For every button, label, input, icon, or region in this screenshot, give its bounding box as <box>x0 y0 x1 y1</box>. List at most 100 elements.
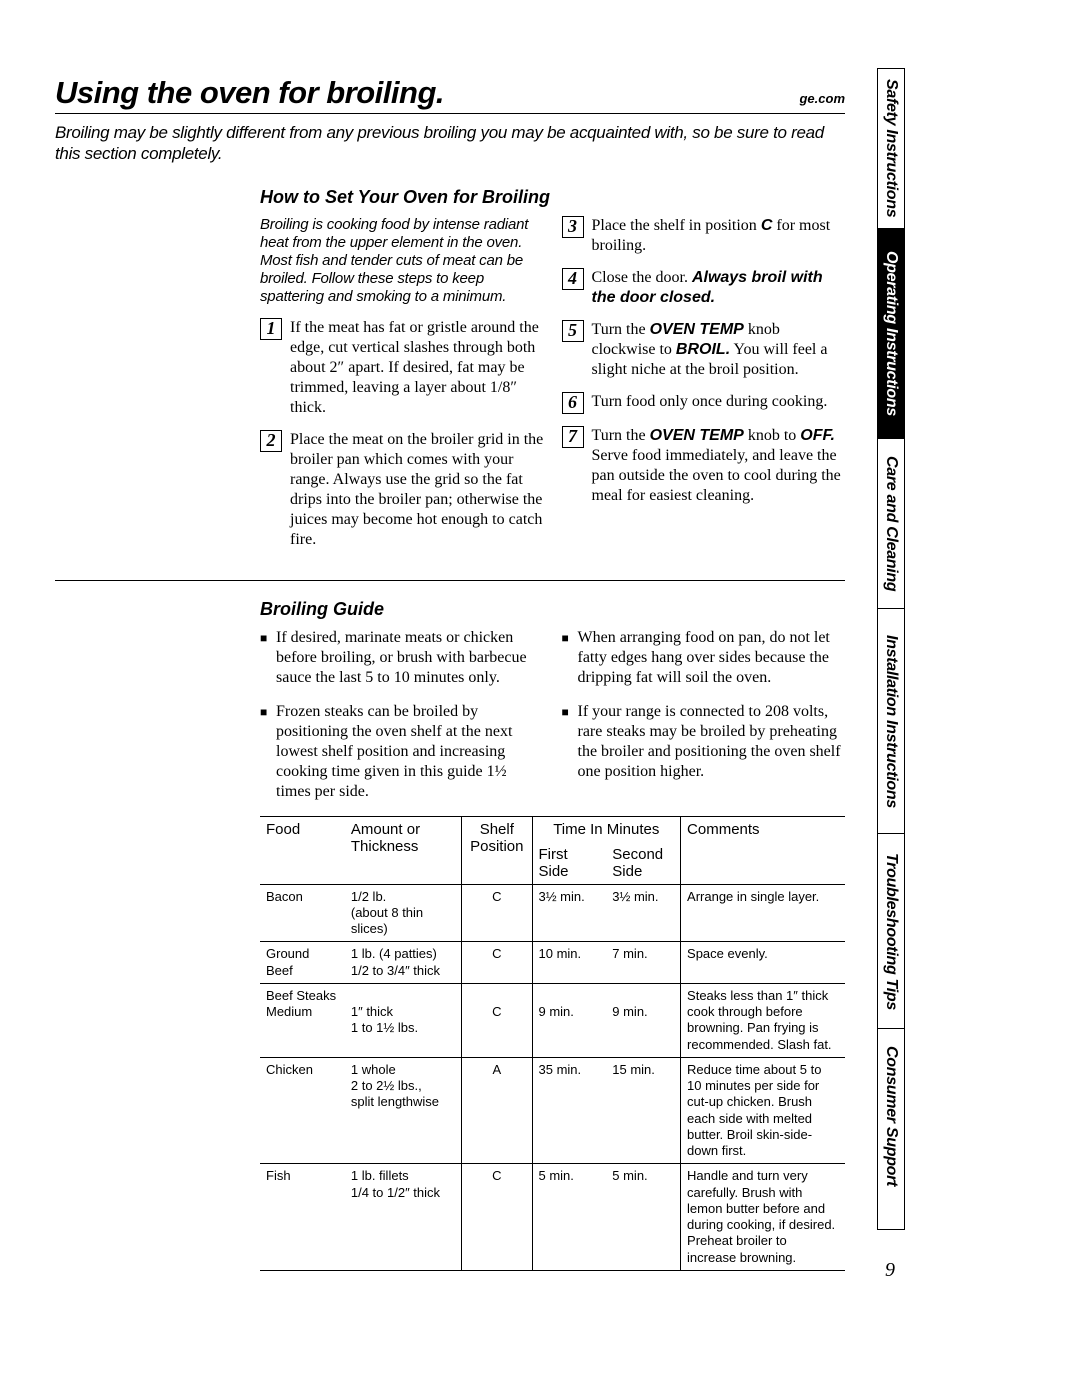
th-second: Second Side <box>606 842 680 885</box>
table-cell: C <box>462 942 532 984</box>
table-cell: Beef Steaks Medium <box>260 983 345 1057</box>
square-icon: ■ <box>260 628 270 688</box>
table-cell: A <box>462 1057 532 1164</box>
th-comments: Comments <box>681 816 845 884</box>
step-number: 4 <box>562 268 584 290</box>
th-food: Food <box>260 816 345 884</box>
page-title: Using the oven for broiling. <box>55 75 444 111</box>
sidebar-tab[interactable]: Troubleshooting Tips <box>878 834 904 1029</box>
howto-intro: Broiling is cooking food by intense radi… <box>260 216 544 306</box>
table-cell: 1 whole 2 to 2½ lbs., split lengthwise <box>345 1057 462 1164</box>
howto-columns: Broiling is cooking food by intense radi… <box>260 216 845 562</box>
step-text: Place the meat on the broiler grid in th… <box>290 430 544 550</box>
th-first: First Side <box>532 842 606 885</box>
step-4: 4 Close the door. Always broil with the … <box>562 268 846 308</box>
t: OVEN TEMP <box>650 321 744 338</box>
sidebar-tab[interactable]: Installation Instructions <box>878 609 904 834</box>
table-cell: 7 min. <box>606 942 680 984</box>
bullet-text: If desired, marinate meats or chicken be… <box>276 628 544 688</box>
step-3: 3 Place the shelf in position C for most… <box>562 216 846 256</box>
page-number: 9 <box>885 1259 895 1282</box>
bullet-text: If your range is connected to 208 volts,… <box>578 702 846 782</box>
table-cell: 1 lb. fillets 1/4 to 1/2″ thick <box>345 1164 462 1271</box>
sidebar-tab[interactable]: Consumer Support <box>878 1029 904 1204</box>
table-cell: Steaks less than 1″ thick cook through b… <box>681 983 845 1057</box>
sidebar-tabs: Safety InstructionsOperating Instruction… <box>877 68 905 1230</box>
table-cell: C <box>462 884 532 942</box>
table-row: Bacon1/2 lb. (about 8 thin slices)C3½ mi… <box>260 884 845 942</box>
sidebar-tab[interactable]: Care and Cleaning <box>878 439 904 609</box>
square-icon: ■ <box>260 702 270 802</box>
t: Place the shelf in position <box>592 217 761 234</box>
section-heading-guide: Broiling Guide <box>260 599 845 620</box>
th-amount: Amount or Thickness <box>345 816 462 884</box>
th-shelf: Shelf Position <box>462 816 532 884</box>
table-cell: 5 min. <box>532 1164 606 1271</box>
sidebar-tab[interactable]: Safety Instructions <box>878 69 904 229</box>
table-cell: 3½ min. <box>606 884 680 942</box>
step-text: Turn food only once during cooking. <box>592 392 828 414</box>
step-text: Close the door. Always broil with the do… <box>592 268 846 308</box>
t: OVEN TEMP <box>650 427 744 444</box>
step-number: 5 <box>562 320 584 342</box>
table-cell: Ground Beef <box>260 942 345 984</box>
step-number: 3 <box>562 216 584 238</box>
table-cell: Chicken <box>260 1057 345 1164</box>
t: Serve food immediately, and leave the pa… <box>592 447 841 504</box>
sidebar-tab[interactable]: Operating Instructions <box>878 229 904 439</box>
table-cell: 10 min. <box>532 942 606 984</box>
table-cell: 9 min. <box>532 983 606 1057</box>
divider <box>55 580 845 581</box>
howto-right-col: 3 Place the shelf in position C for most… <box>562 216 846 562</box>
guide-columns: ■If desired, marinate meats or chicken b… <box>260 628 845 816</box>
step-text: Turn the OVEN TEMP knob to OFF. Serve fo… <box>592 426 846 506</box>
step-2: 2 Place the meat on the broiler grid in … <box>260 430 544 550</box>
step-number: 7 <box>562 426 584 448</box>
guide-right-col: ■When arranging food on pan, do not let … <box>562 628 846 816</box>
broiling-guide-table: Food Amount or Thickness Shelf Position … <box>260 816 845 1271</box>
table-cell: C <box>462 983 532 1057</box>
bullet: ■If desired, marinate meats or chicken b… <box>260 628 544 688</box>
table-cell: Arrange in single layer. <box>681 884 845 942</box>
table-cell: 5 min. <box>606 1164 680 1271</box>
step-text: Place the shelf in position C for most b… <box>592 216 846 256</box>
guide-left-col: ■If desired, marinate meats or chicken b… <box>260 628 544 816</box>
step-number: 6 <box>562 392 584 414</box>
table-row: Beef Steaks Medium 1″ thick 1 to 1½ lbs.… <box>260 983 845 1057</box>
th-time-group: Time In Minutes <box>532 816 681 842</box>
t: Close the door. <box>592 269 692 286</box>
bullet: ■Frozen steaks can be broiled by positio… <box>260 702 544 802</box>
table-cell: 35 min. <box>532 1057 606 1164</box>
table-cell: Space evenly. <box>681 942 845 984</box>
t: OFF. <box>800 427 835 444</box>
step-6: 6 Turn food only once during cooking. <box>562 392 846 414</box>
step-1: 1 If the meat has fat or gristle around … <box>260 318 544 418</box>
table-cell: 3½ min. <box>532 884 606 942</box>
square-icon: ■ <box>562 702 572 782</box>
step-text: Turn the OVEN TEMP knob clockwise to BRO… <box>592 320 846 380</box>
square-icon: ■ <box>562 628 572 688</box>
t: knob to <box>744 427 800 444</box>
intro-note: Broiling may be slightly different from … <box>55 122 845 165</box>
title-row: Using the oven for broiling. ge.com <box>55 75 845 114</box>
table-cell: C <box>462 1164 532 1271</box>
site-url: ge.com <box>799 91 845 106</box>
bullet: ■When arranging food on pan, do not let … <box>562 628 846 688</box>
table-cell: Reduce time about 5 to 10 minutes per si… <box>681 1057 845 1164</box>
step-number: 2 <box>260 430 282 452</box>
bullet-text: When arranging food on pan, do not let f… <box>578 628 846 688</box>
table-cell: 1 lb. (4 patties) 1/2 to 3/4″ thick <box>345 942 462 984</box>
table-row: Fish1 lb. fillets 1/4 to 1/2″ thickC5 mi… <box>260 1164 845 1271</box>
step-5: 5 Turn the OVEN TEMP knob clockwise to B… <box>562 320 846 380</box>
t: BROIL. <box>676 341 730 358</box>
section-heading-howto: How to Set Your Oven for Broiling <box>260 187 845 208</box>
table-cell: Handle and turn very carefully. Brush wi… <box>681 1164 845 1271</box>
t: Turn the <box>592 321 650 338</box>
step-text: If the meat has fat or gristle around th… <box>290 318 544 418</box>
table-cell: 15 min. <box>606 1057 680 1164</box>
table-cell: 9 min. <box>606 983 680 1057</box>
table-cell: 1/2 lb. (about 8 thin slices) <box>345 884 462 942</box>
howto-left-col: Broiling is cooking food by intense radi… <box>260 216 544 562</box>
table-row: Ground Beef1 lb. (4 patties) 1/2 to 3/4″… <box>260 942 845 984</box>
t: C <box>761 217 773 234</box>
